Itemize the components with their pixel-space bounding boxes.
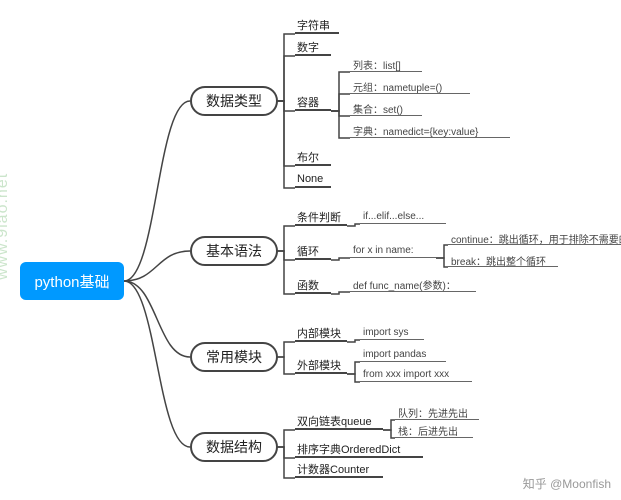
connector (276, 447, 295, 458)
connector (276, 251, 295, 260)
connector (331, 72, 350, 111)
watermark-left: www.9iao.net (0, 173, 12, 280)
connector (436, 245, 448, 258)
connector (331, 258, 350, 260)
connector (276, 430, 295, 447)
connector (347, 340, 360, 342)
connector (276, 34, 295, 101)
connector (276, 251, 295, 294)
connector (276, 357, 295, 374)
connector (276, 101, 295, 111)
connector (276, 447, 295, 478)
connector (331, 292, 350, 294)
connector (347, 224, 360, 226)
connector (276, 342, 295, 357)
connector (331, 94, 350, 111)
connector (383, 420, 395, 430)
watermark-right: 知乎 @Moonfish (523, 475, 611, 492)
connector (124, 101, 190, 281)
connector (331, 111, 350, 138)
connector (124, 281, 190, 357)
connector (276, 101, 295, 188)
connector (276, 226, 295, 251)
connector (347, 362, 360, 374)
connector (276, 56, 295, 101)
connector (124, 281, 190, 447)
connector (383, 430, 395, 438)
connector (436, 258, 448, 267)
connector (124, 251, 190, 281)
connector (347, 374, 360, 382)
